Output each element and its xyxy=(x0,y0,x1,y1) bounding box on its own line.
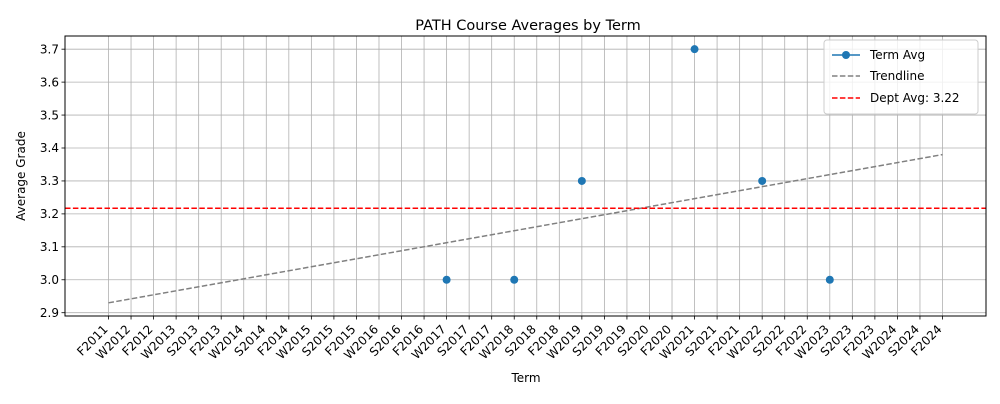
term-avg-point xyxy=(510,275,519,284)
trendline xyxy=(108,153,943,304)
y-tick-label: 3.6 xyxy=(40,75,59,89)
legend-swatch-term-avg-marker xyxy=(842,51,850,59)
y-axis-ticks: 2.9 3.0 3.1 3.2 3.3 3.4 3.5 3.6 3.7 xyxy=(40,42,65,320)
y-tick-label: 3.0 xyxy=(40,273,59,287)
chart-title: PATH Course Averages by Term xyxy=(415,18,640,34)
y-tick-label: 3.3 xyxy=(40,174,59,188)
y-tick-label: 3.4 xyxy=(40,141,59,155)
term-avg-point xyxy=(577,176,586,185)
y-tick-label: 2.9 xyxy=(40,306,59,320)
term-avg-point xyxy=(758,176,767,185)
series-layer xyxy=(65,45,986,304)
legend-frame xyxy=(823,39,979,115)
legend-label-dept-avg: Dept Avg: 3.22 xyxy=(870,91,960,105)
x-axis-label: Term xyxy=(510,371,540,385)
y-tick-label: 3.1 xyxy=(40,240,59,254)
y-tick-label: 3.7 xyxy=(40,42,59,56)
plot-frame xyxy=(64,35,987,317)
legend-label-trendline: Trendline xyxy=(869,69,925,83)
y-axis-label: Average Grade xyxy=(14,131,28,221)
x-axis-ticks: F2011W2012F2012W2013S2013F2013W2014S2014… xyxy=(74,316,945,362)
legend-label-term-avg: Term Avg xyxy=(869,48,925,62)
term-avg-point xyxy=(825,275,834,284)
term-avg-point xyxy=(442,275,451,284)
y-tick-label: 3.5 xyxy=(40,108,59,122)
legend: Term Avg Trendline Dept Avg: 3.22 xyxy=(823,39,979,115)
y-tick-label: 3.2 xyxy=(40,207,59,221)
term-avg-point xyxy=(690,45,699,54)
